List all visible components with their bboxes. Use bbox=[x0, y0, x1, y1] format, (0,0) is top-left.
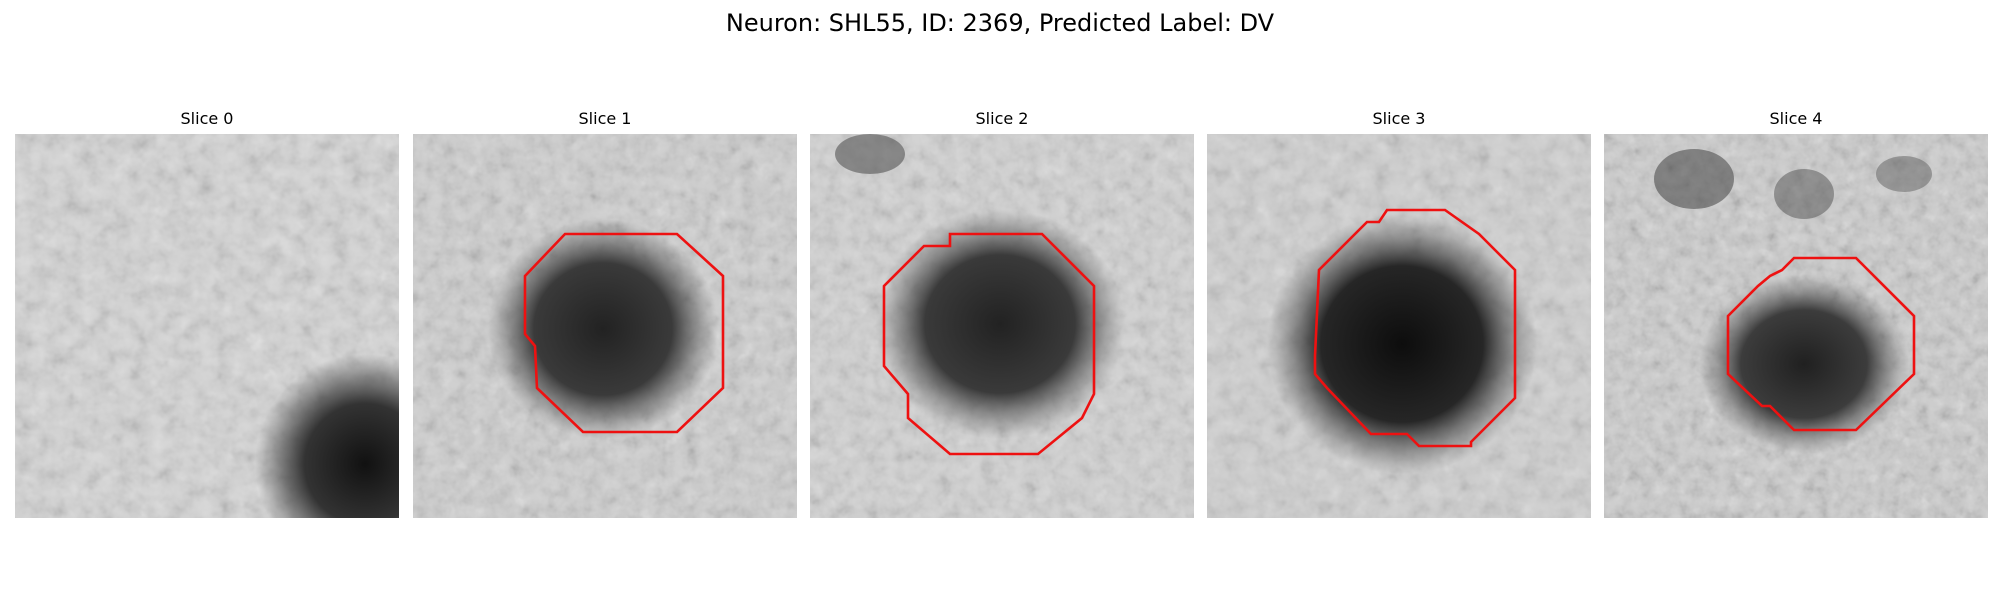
slice-image-4 bbox=[1604, 134, 1988, 518]
figure-title: Neuron: SHL55, ID: 2369, Predicted Label… bbox=[725, 9, 1275, 37]
slice-panel-0: Slice 0 bbox=[15, 108, 399, 518]
cell-contour-1 bbox=[523, 232, 725, 434]
slice-title-3: Slice 3 bbox=[1372, 109, 1426, 128]
slice-title-0: Slice 0 bbox=[180, 109, 234, 128]
slice-image-0 bbox=[15, 134, 399, 518]
slice-image-2 bbox=[810, 134, 1194, 518]
slice-image-1 bbox=[413, 134, 797, 518]
slice-title-1: Slice 1 bbox=[578, 109, 632, 128]
cell-contour-4 bbox=[1726, 256, 1916, 432]
cell-contour-2 bbox=[882, 232, 1096, 456]
slice-title-4: Slice 4 bbox=[1769, 109, 1823, 128]
slice-title-2: Slice 2 bbox=[975, 109, 1029, 128]
slice-panel-2: Slice 2 bbox=[810, 108, 1194, 518]
slice-panel-1: Slice 1 bbox=[413, 108, 797, 518]
slice-panel-4: Slice 4 bbox=[1604, 108, 1988, 518]
slice-panel-3: Slice 3 bbox=[1207, 108, 1591, 518]
slice-image-3 bbox=[1207, 134, 1591, 518]
cell-contour-3 bbox=[1313, 208, 1517, 448]
